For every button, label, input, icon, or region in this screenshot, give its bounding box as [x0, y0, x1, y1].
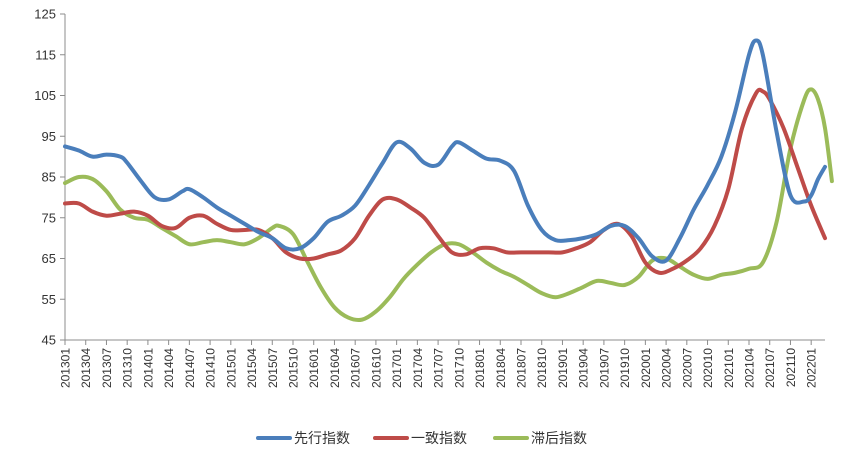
x-axis-ticks: 201301 201304 201307 201310 201401 201404 2014…: [59, 340, 819, 388]
y-tick-label: 65: [42, 251, 56, 266]
x-tick-label: 202201: [805, 348, 819, 388]
series-line-2: [63, 87, 827, 275]
x-tick-label: 201610: [369, 348, 383, 388]
y-tick-label: 115: [35, 47, 56, 62]
legend: 先行指数 一致指数 滞后指数: [256, 431, 587, 447]
x-tick-label: 201301: [59, 348, 73, 388]
x-tick-label: 201910: [618, 348, 632, 388]
x-tick-label: 201701: [390, 348, 404, 388]
x-tick-label: 201504: [245, 348, 259, 388]
y-tick-label: 105: [34, 88, 56, 103]
series-line-3: [63, 87, 834, 323]
x-tick-label: 202101: [722, 348, 736, 388]
x-tick-label: 201401: [141, 348, 155, 388]
x-tick-label: 201410: [204, 348, 218, 388]
x-tick-label: 202004: [660, 348, 674, 388]
x-tick-label: 201904: [577, 348, 591, 388]
x-tick-label: 201601: [307, 348, 321, 388]
x-tick-label: 201307: [100, 348, 114, 388]
y-tick-label: 85: [42, 170, 56, 185]
y-axis-ticks: 45 55 65 75 85 95 105 115 125: [34, 7, 65, 348]
x-tick-label: 202107: [763, 348, 777, 388]
x-tick-label: 201404: [162, 348, 176, 388]
legend-label-3: 滞后指数: [531, 431, 587, 447]
y-tick-label: 55: [42, 292, 56, 307]
series-line-1: [63, 38, 827, 264]
y-tick-label: 125: [34, 7, 56, 22]
x-tick-label: 201901: [556, 348, 570, 388]
x-tick-label: 202001: [639, 348, 653, 388]
legend-label-2: 一致指数: [411, 431, 467, 447]
x-tick-label: 202110: [784, 348, 798, 387]
x-tick-label: 202104: [743, 348, 757, 388]
x-tick-label: 201807: [515, 348, 529, 388]
x-tick-label: 202010: [701, 348, 715, 388]
x-tick-label: 201510: [287, 348, 301, 388]
x-tick-label: 201407: [183, 348, 197, 388]
x-tick-label: 201804: [494, 348, 508, 388]
x-tick-label: 201707: [432, 348, 446, 388]
x-tick-label: 201604: [328, 348, 342, 388]
x-tick-label: 201907: [597, 348, 611, 388]
x-tick-label: 201801: [473, 348, 487, 388]
x-tick-label: 201607: [349, 348, 363, 388]
x-tick-label: 201304: [79, 348, 93, 388]
x-tick-label: 201704: [411, 348, 425, 388]
legend-label-1: 先行指数: [294, 431, 350, 447]
x-tick-label: 201501: [224, 348, 238, 388]
x-tick-label: 201710: [452, 348, 466, 388]
y-tick-label: 75: [42, 210, 56, 225]
x-tick-label: 201310: [121, 348, 135, 388]
x-tick-label: 202007: [680, 348, 694, 388]
y-tick-label: 95: [42, 129, 56, 144]
x-tick-label: 201507: [266, 348, 280, 388]
y-tick-label: 45: [42, 333, 56, 348]
x-tick-label: 201810: [535, 348, 549, 388]
series-lines: [63, 38, 834, 323]
